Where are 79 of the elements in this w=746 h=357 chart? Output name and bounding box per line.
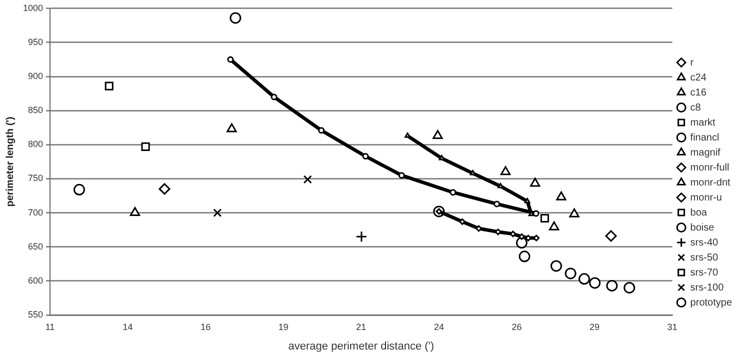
x-tick-label: 29 [590, 322, 600, 332]
x-tick-label: 14 [122, 322, 133, 332]
x-tick-label: 16 [200, 322, 211, 332]
point [605, 230, 617, 242]
x-tick-label: 24 [434, 322, 444, 332]
y-tick-label: 850 [28, 105, 44, 116]
point [356, 230, 368, 242]
point [130, 207, 140, 216]
point [450, 189, 456, 196]
legend-label: boise [690, 222, 715, 234]
point [459, 218, 466, 225]
point [226, 123, 237, 132]
point [518, 233, 525, 240]
x-axis-title: average perimeter distance (') [288, 340, 434, 352]
point [589, 277, 601, 289]
y-axis-title: perimeter length (') [4, 116, 16, 207]
y-tick-label: 900 [28, 71, 44, 82]
point [556, 191, 566, 200]
legend-label: monr-full [690, 162, 730, 174]
legend-label: financl [690, 132, 720, 144]
y-tick-label: 800 [28, 139, 44, 150]
point [500, 166, 511, 176]
legend-label: r [690, 57, 694, 68]
point [362, 153, 369, 160]
legend-label: srs-70 [690, 267, 719, 278]
legend-label: monr-dnt [690, 177, 731, 188]
point [213, 208, 222, 218]
point [270, 94, 278, 100]
point [550, 260, 562, 272]
x-tick-label: 26 [512, 322, 522, 332]
y-tick-label: 750 [28, 173, 44, 184]
point [104, 82, 114, 90]
y-tick-label: 550 [28, 309, 44, 320]
x-tick-label: 11 [45, 322, 55, 332]
point [533, 234, 540, 242]
point [494, 200, 500, 208]
point [524, 198, 530, 204]
point [624, 282, 636, 294]
legend-label: srs-100 [690, 282, 724, 294]
point [303, 175, 312, 184]
legend-label: c16 [690, 87, 707, 98]
legend-label: monr-u [690, 192, 722, 204]
legend-label: c8 [690, 102, 702, 114]
legend-label: boa [690, 207, 708, 218]
point [532, 210, 540, 217]
x-tick-label: 31 [667, 322, 678, 332]
point [476, 225, 482, 232]
legend-label: prototype [690, 297, 732, 308]
x-tick-label: 19 [278, 322, 288, 332]
point [227, 56, 234, 63]
point [578, 273, 590, 285]
point [518, 250, 530, 262]
point [398, 172, 405, 179]
y-tick-label: 1000 [22, 2, 44, 13]
point [494, 228, 502, 236]
legend-label: magnif [690, 147, 721, 158]
legend-label: c24 [690, 72, 707, 84]
point [510, 230, 516, 238]
point [158, 183, 170, 195]
legend-label: srs-40 [690, 237, 719, 248]
x-tick-label: 21 [356, 322, 366, 332]
point [230, 12, 242, 24]
point [569, 208, 580, 218]
y-tick-label: 600 [28, 275, 44, 286]
y-tick-label: 700 [28, 207, 44, 218]
point [74, 184, 86, 196]
point [516, 237, 528, 249]
legend-label: srs-50 [690, 252, 719, 264]
point [432, 130, 443, 140]
point [606, 280, 618, 292]
y-tick-label: 950 [28, 36, 44, 47]
point [530, 178, 540, 187]
y-tick-label: 650 [28, 241, 44, 252]
point [318, 127, 325, 134]
point [564, 268, 576, 280]
point [548, 221, 560, 230]
point [540, 214, 550, 223]
legend-label: markt [690, 117, 716, 128]
point [141, 142, 150, 151]
